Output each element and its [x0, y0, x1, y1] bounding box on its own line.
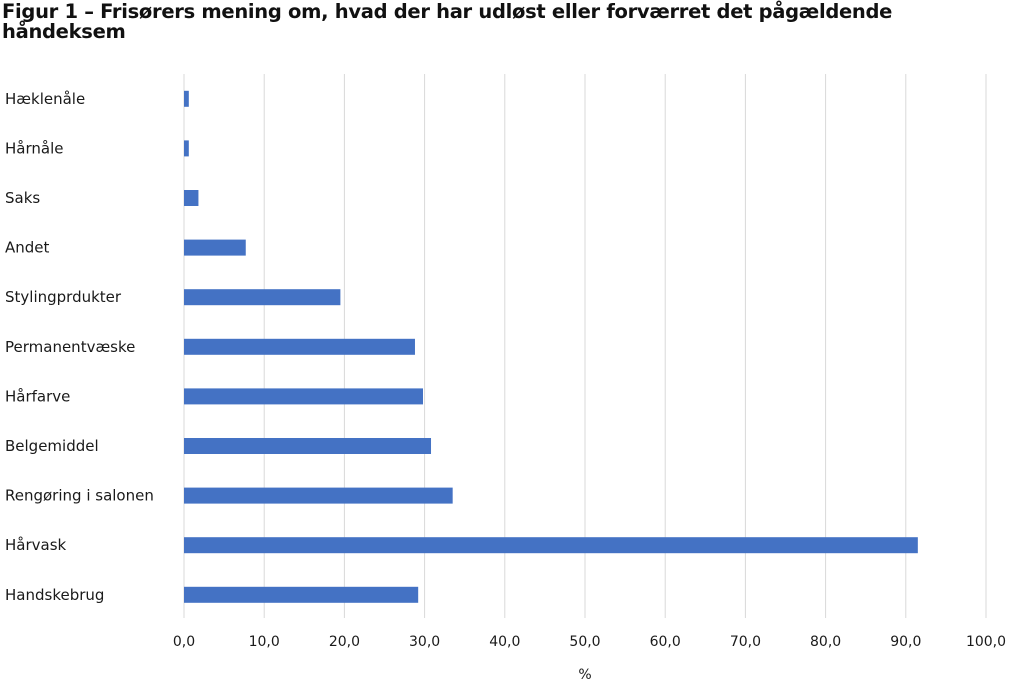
- x-axis-title: %: [578, 667, 591, 683]
- bar: [184, 438, 432, 454]
- x-tick-label: 70,0: [730, 634, 761, 650]
- bar: [184, 239, 246, 256]
- x-tick-label: 10,0: [249, 634, 280, 650]
- chart-title: Figur 1 – Frisørers mening om, hvad der …: [2, 0, 893, 43]
- x-tick-label: 60,0: [650, 634, 681, 650]
- category-label: Permanentvæske: [5, 338, 135, 356]
- category-label: Andet: [5, 239, 50, 257]
- bar: [184, 90, 189, 107]
- category-label: Hårnåle: [5, 139, 63, 157]
- bar: [184, 586, 419, 603]
- bar: [184, 190, 199, 206]
- x-tick-label: 80,0: [810, 634, 841, 650]
- category-label: Rengøring i salonen: [5, 487, 154, 505]
- bar: [184, 289, 341, 306]
- x-tick-label: 30,0: [409, 634, 440, 650]
- x-tick-label: 90,0: [890, 634, 921, 650]
- category-label: Belgemiddel: [5, 437, 99, 455]
- bars: [184, 90, 918, 603]
- x-tick-label: 20,0: [329, 634, 360, 650]
- x-tick-label: 100,0: [966, 634, 1006, 650]
- bar: [184, 537, 918, 554]
- x-tick-label: 0,0: [173, 634, 195, 650]
- bar: [184, 338, 415, 355]
- bar: [184, 140, 189, 157]
- bar: [184, 487, 453, 504]
- gridlines: [183, 74, 987, 618]
- category-label: Handskebrug: [5, 586, 104, 604]
- category-label: Hårfarve: [5, 387, 70, 405]
- category-label: Saks: [5, 189, 40, 207]
- bar: [184, 388, 423, 405]
- category-label: Hårvask: [5, 536, 67, 554]
- x-tick-labels: 0,0 10,0 20,0 30,0 40,0 50,0 60,0 70,0 80,0 90,0 1…: [173, 634, 1006, 650]
- x-tick-label: 40,0: [489, 634, 520, 650]
- category-label: Hæklenåle: [5, 90, 85, 108]
- category-labels: Hæklenåle Hårnåle Saks Andet Stylingprdukter…: [5, 90, 154, 604]
- category-label: Stylingprdukter: [5, 288, 122, 306]
- x-tick-label: 50,0: [569, 634, 600, 650]
